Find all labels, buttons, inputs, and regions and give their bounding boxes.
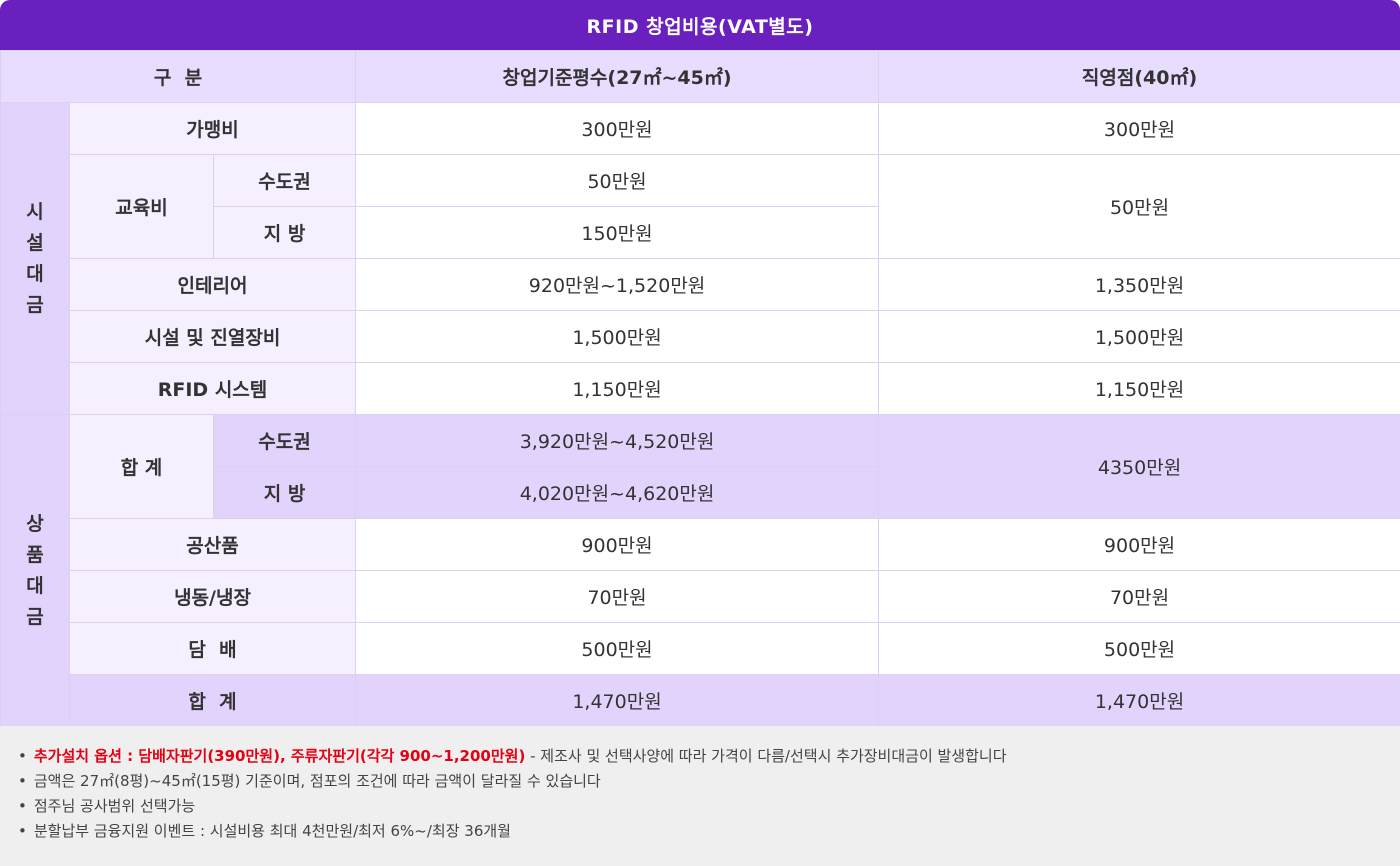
notes-panel: 추가설치 옵션 : 담배자판기(390만원), 주류자판기(각각 900~1,2… — [0, 726, 1400, 866]
education-sub-regional: 지 방 — [212, 206, 357, 259]
facility-total-capital-standard: 3,920만원~4,520만원 — [355, 414, 880, 467]
education-sub-capital: 수도권 — [212, 154, 357, 207]
facility-total-regional-standard: 4,020만원~4,620만원 — [355, 466, 880, 519]
interior-direct: 1,350만원 — [878, 258, 1400, 311]
franchise-direct: 300만원 — [878, 102, 1400, 155]
note-item: 분할납부 금융지원 이벤트 : 시설비용 최대 4천만원/최저 6%~/최장 3… — [18, 819, 1400, 844]
table-title: RFID 창업비용(VAT별도) — [0, 0, 1400, 50]
section-goods-label: 상품대금 — [0, 414, 70, 727]
rfid-standard: 1,150만원 — [355, 362, 880, 415]
row-label-franchise: 가맹비 — [68, 102, 357, 155]
table-row: 담 배 500만원 500만원 — [1, 622, 1400, 675]
interior-standard: 920만원~1,520만원 — [355, 258, 880, 311]
row-label-facility-total: 합 계 — [69, 414, 214, 519]
table-row: 인테리어 920만원~1,520만원 1,350만원 — [1, 258, 1400, 311]
tobacco-standard: 500만원 — [355, 622, 880, 675]
goods-total-standard: 1,470만원 — [355, 674, 880, 727]
header-direct-store: 직영점(40㎡) — [878, 50, 1400, 103]
row-label-goods-total: 합 계 — [68, 674, 357, 727]
note-option-highlight: 추가설치 옵션 : 담배자판기(390만원), 주류자판기(각각 900~1,2… — [33, 747, 526, 765]
row-label-industrial: 공산품 — [68, 518, 357, 571]
table-row: RFID 시스템 1,150만원 1,150만원 — [1, 362, 1400, 415]
table-header-row: 구 분 창업기준평수(27㎡~45㎡) 직영점(40㎡) — [0, 50, 1400, 103]
table-row: 공산품 900만원 900만원 — [1, 518, 1400, 571]
row-label-equipment: 시설 및 진열장비 — [68, 310, 357, 363]
frozen-direct: 70만원 — [878, 570, 1400, 623]
table-row: 시설대금 가맹비 300만원 300만원 — [0, 102, 1400, 415]
rfid-direct: 1,150만원 — [878, 362, 1400, 415]
table-row: 냉동/냉장 70만원 70만원 — [1, 570, 1400, 623]
education-direct: 50만원 — [878, 154, 1400, 259]
table-row: 지 방 4,020만원~4,620만원 — [1, 466, 1400, 519]
note-option-detail: - 제조사 및 선택사양에 따라 가격이 다름/선택시 추가장비대금이 발생합니… — [525, 747, 1007, 765]
header-category: 구 분 — [0, 50, 357, 103]
startup-cost-table: 구 분 창업기준평수(27㎡~45㎡) 직영점(40㎡) 시설대금 가맹비 30… — [0, 50, 1400, 727]
facility-total-sub-capital: 수도권 — [212, 414, 357, 467]
facility-total-direct: 4350만원 — [878, 414, 1400, 519]
note-item: 점주님 공사범위 선택가능 — [18, 794, 1400, 819]
industrial-direct: 900만원 — [878, 518, 1400, 571]
header-standard-size: 창업기준평수(27㎡~45㎡) — [355, 50, 880, 103]
facility-total-sub-regional: 지 방 — [212, 466, 357, 519]
row-label-frozen: 냉동/냉장 — [68, 570, 357, 623]
table-row: 합 계 1,470만원 1,470만원 — [1, 674, 1400, 727]
note-item: 금액은 27㎡(8평)~45㎡(15평) 기준이며, 점포의 조건에 따라 금액… — [18, 769, 1400, 794]
goods-total-direct: 1,470만원 — [878, 674, 1400, 727]
equipment-standard: 1,500만원 — [355, 310, 880, 363]
table-row: 교육비 수도권 50만원 50만원 — [1, 154, 1400, 259]
row-label-rfid: RFID 시스템 — [68, 362, 357, 415]
education-regional-standard: 150만원 — [355, 206, 880, 259]
row-label-tobacco: 담 배 — [68, 622, 357, 675]
table-row: 지 방 150만원 — [1, 206, 1400, 259]
industrial-standard: 900만원 — [355, 518, 880, 571]
row-label-interior: 인테리어 — [68, 258, 357, 311]
table-row: 시설 및 진열장비 1,500만원 1,500만원 — [1, 310, 1400, 363]
education-capital-standard: 50만원 — [355, 154, 880, 207]
section-facility-label: 시설대금 — [0, 102, 70, 415]
equipment-direct: 1,500만원 — [878, 310, 1400, 363]
franchise-standard: 300만원 — [355, 102, 880, 155]
tobacco-direct: 500만원 — [878, 622, 1400, 675]
table-row: 상품대금 합 계 수도권 3,920만원~4,520만원 4350만원 — [0, 414, 1400, 727]
row-label-education: 교육비 — [69, 154, 214, 259]
frozen-standard: 70만원 — [355, 570, 880, 623]
note-item: 추가설치 옵션 : 담배자판기(390만원), 주류자판기(각각 900~1,2… — [18, 744, 1400, 769]
